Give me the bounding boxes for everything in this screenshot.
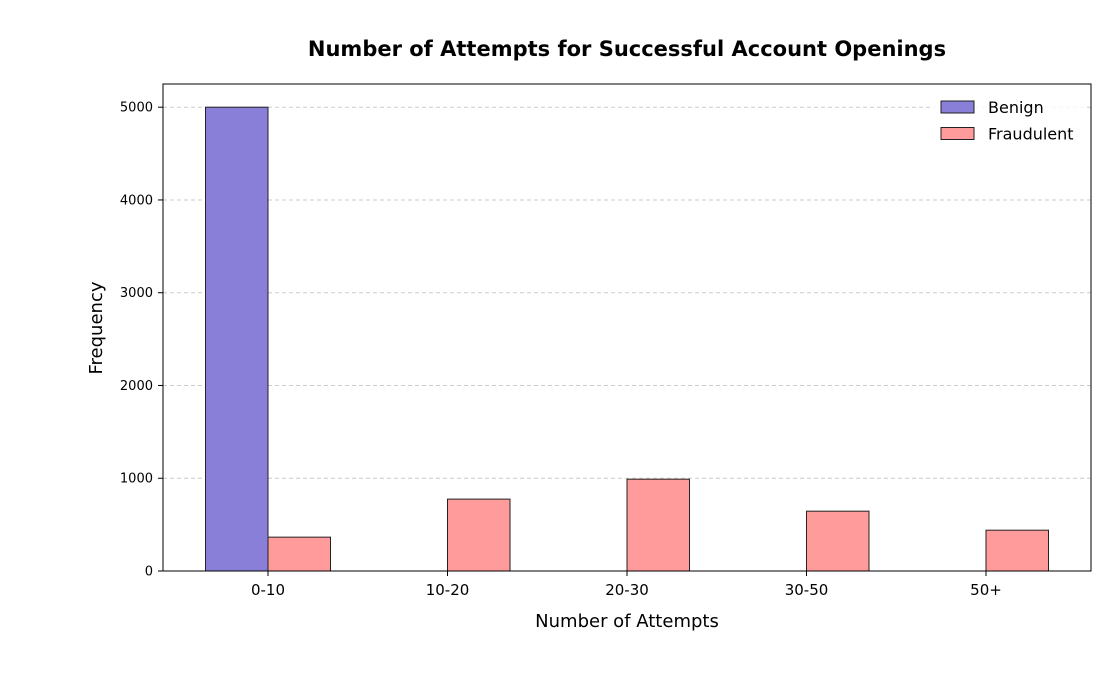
legend: Benign Fraudulent — [930, 92, 1084, 148]
x-tick-label: 50+ — [970, 581, 1002, 599]
y-tick-label: 4000 — [120, 193, 153, 208]
x-axis-label: Number of Attempts — [535, 611, 719, 632]
bar-fraudulent-10-20 — [447, 498, 511, 572]
x-tick-label: 0-10 — [251, 581, 285, 599]
legend-swatch-benign — [940, 100, 975, 114]
x-tick-label: 30-50 — [785, 581, 829, 599]
y-axis-label: Frequency — [86, 281, 107, 374]
y-tick-label: 3000 — [120, 286, 153, 301]
legend-label-benign: Benign — [988, 98, 1044, 117]
y-tick-label: 5000 — [120, 101, 153, 116]
y-tick-label: 2000 — [120, 379, 153, 394]
grid-lines — [163, 106, 1091, 479]
bar-fraudulent-0-10 — [267, 536, 331, 572]
bars — [205, 106, 1049, 572]
x-tick-label: 10-20 — [426, 581, 470, 599]
chart-title: Number of Attempts for Successful Accoun… — [308, 37, 946, 61]
legend-label-fraudulent: Fraudulent — [988, 125, 1074, 144]
bar-fraudulent-20-30 — [626, 478, 690, 572]
y-axis-ticks: 0 1000 2000 3000 4000 5000 — [120, 101, 163, 580]
bar-benign-0-10 — [205, 106, 269, 572]
y-tick-label: 1000 — [120, 472, 153, 487]
y-tick-label: 0 — [145, 565, 153, 580]
x-tick-label: 20-30 — [605, 581, 649, 599]
x-axis-ticks: 0-10 10-20 20-30 30-50 50+ — [251, 571, 1002, 599]
legend-swatch-fraudulent — [940, 127, 975, 140]
bar-fraudulent-30-50 — [806, 510, 870, 572]
bar-fraudulent-50+ — [985, 529, 1049, 572]
